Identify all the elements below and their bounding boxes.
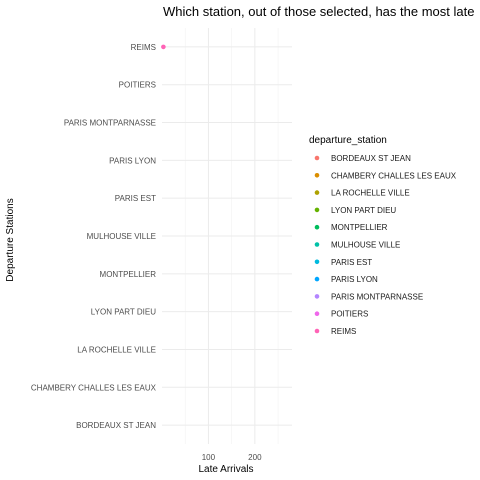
legend: departure_station BORDEAUX ST JEAN CHAMBE… bbox=[309, 135, 457, 336]
y-tick-label: PARIS LYON bbox=[109, 156, 156, 165]
y-tick-label: REIMS bbox=[131, 43, 156, 52]
y-tick-label: BORDEAUX ST JEAN bbox=[76, 421, 156, 430]
legend-label: LYON PART DIEU bbox=[331, 206, 396, 215]
data-points bbox=[161, 44, 166, 50]
y-axis-ticks: BORDEAUX ST JEAN CHAMBERY CHALLES LES EAU… bbox=[31, 43, 157, 430]
data-point-reims bbox=[161, 44, 166, 50]
legend-label: LA ROCHELLE VILLE bbox=[331, 189, 410, 198]
legend-label: PARIS EST bbox=[331, 258, 372, 267]
legend-key-la-rochelle-ville bbox=[314, 190, 320, 195]
legend-key-chambery-challes-les-eaux bbox=[314, 173, 320, 178]
y-tick-label: PARIS EST bbox=[115, 194, 156, 203]
legend-key-paris-montparnasse bbox=[314, 294, 320, 299]
y-tick-label: POITIERS bbox=[119, 81, 156, 90]
legend-key-reims bbox=[314, 328, 320, 334]
x-axis-label: Late Arrivals bbox=[198, 464, 253, 475]
legend-label: POITIERS bbox=[331, 310, 368, 319]
y-tick-label: MONTPELLIER bbox=[100, 270, 157, 279]
grid bbox=[162, 28, 292, 444]
y-tick-label: LYON PART DIEU bbox=[91, 308, 156, 317]
legend-label: MONTPELLIER bbox=[331, 223, 388, 232]
legend-key-bordeaux-st-jean bbox=[314, 155, 320, 161]
legend-label: CHAMBERY CHALLES LES EAUX bbox=[331, 171, 457, 180]
legend-label: MULHOUSE VILLE bbox=[331, 241, 400, 250]
legend-title: departure_station bbox=[309, 135, 387, 146]
y-tick-label: MULHOUSE VILLE bbox=[87, 232, 156, 241]
legend-key-paris-lyon bbox=[314, 276, 320, 282]
y-axis-label: Departure Stations bbox=[5, 198, 16, 281]
legend-label: PARIS MONTPARNASSE bbox=[331, 292, 423, 301]
y-tick-label: LA ROCHELLE VILLE bbox=[77, 345, 156, 354]
chart-title: Which station, out of those selected, ha… bbox=[163, 4, 474, 19]
y-tick-label: CHAMBERY CHALLES LES EAUX bbox=[31, 383, 157, 392]
legend-key-paris-est bbox=[314, 259, 320, 265]
legend-key-poitiers bbox=[314, 311, 320, 317]
legend-key-mulhouse-ville bbox=[314, 242, 320, 247]
legend-label: PARIS LYON bbox=[331, 275, 378, 284]
legend-key-lyon-part-dieu bbox=[314, 207, 320, 213]
y-tick-label: PARIS MONTPARNASSE bbox=[64, 119, 156, 128]
x-tick-label: 100 bbox=[202, 453, 216, 462]
legend-label: BORDEAUX ST JEAN bbox=[331, 154, 411, 163]
legend-key-montpellier bbox=[314, 224, 320, 230]
x-axis-ticks: 100 200 bbox=[202, 453, 262, 462]
x-tick-label: 200 bbox=[248, 453, 262, 462]
legend-label: REIMS bbox=[331, 327, 356, 336]
